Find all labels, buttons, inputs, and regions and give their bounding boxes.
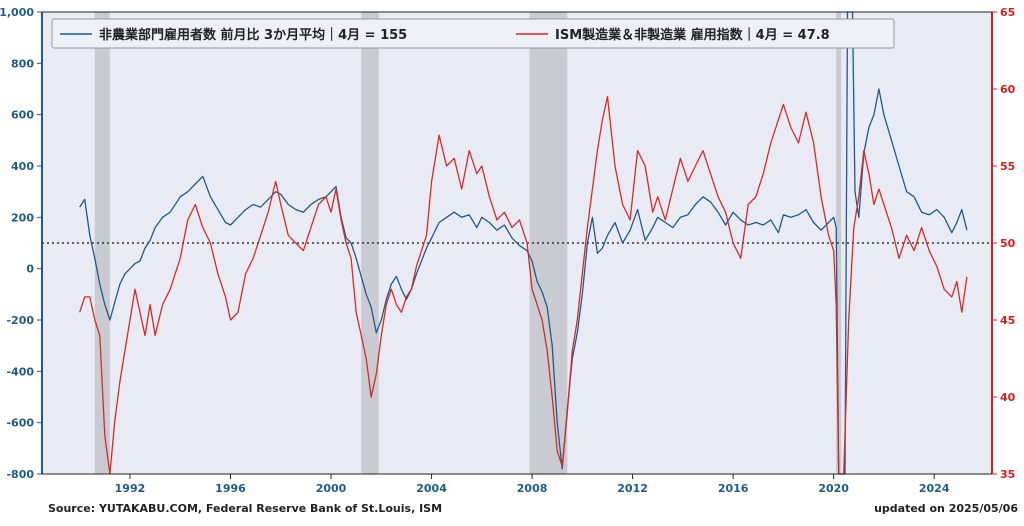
- x-tick-label: 1996: [215, 482, 246, 495]
- y-right-tick-label: 35: [1000, 468, 1015, 481]
- y-left-tick-label: -600: [6, 417, 34, 430]
- footer-updated: updated on 2025/05/06: [874, 502, 1018, 515]
- y-right-tick-label: 60: [1000, 83, 1016, 96]
- y-right-tick-label: 50: [1000, 237, 1016, 250]
- x-tick-label: 2012: [617, 482, 648, 495]
- y-left-tick-label: -200: [6, 314, 34, 327]
- y-left-tick-label: 600: [11, 109, 34, 122]
- legend-box: [51, 18, 895, 49]
- y-left-tick-label: 400: [11, 160, 34, 173]
- legend-label-ism: ISM製造業＆非製造業 雇用指数｜4月 = 47.8: [555, 27, 830, 43]
- legend-label-employment: 非農業部門雇用者数 前月比 3か月平均｜4月 = 155: [99, 27, 407, 43]
- footer-source: Source: YUTAKABU.COM, Federal Reserve Ba…: [48, 502, 442, 515]
- y-left-tick-label: 0: [26, 263, 34, 276]
- y-left-tick-label: -400: [6, 365, 34, 378]
- y-right-tick-label: 65: [1000, 6, 1015, 19]
- y-right-tick-label: 55: [1000, 160, 1015, 173]
- legend: 非農業部門雇用者数 前月比 3か月平均｜4月 = 155 ISM製造業＆非製造業…: [51, 18, 895, 49]
- x-tick-label: 2000: [316, 482, 347, 495]
- axis-layer: -800 -600 -400 -200 0 200 400 600 800 1,000 35 40 45…: [0, 6, 1016, 495]
- y-left-tick-label: 800: [11, 57, 34, 70]
- x-tick-label: 2024: [919, 482, 950, 495]
- y-left-tick-label: 1,000: [0, 6, 34, 19]
- x-tick-label: 2020: [818, 482, 849, 495]
- series-layer: [79, 11, 968, 475]
- x-tick-label: 2004: [416, 482, 447, 495]
- y-left-tick-label: 200: [11, 211, 34, 224]
- y-right-tick-label: 45: [1000, 314, 1015, 327]
- series-line-employment: [79, 11, 968, 475]
- x-tick-label: 2008: [517, 482, 548, 495]
- x-tick-label: 1992: [115, 482, 146, 495]
- y-right-tick-label: 40: [1000, 391, 1016, 404]
- series-line-ism: [79, 96, 968, 475]
- y-left-tick-label: -800: [6, 468, 34, 481]
- x-tick-label: 2016: [718, 482, 749, 495]
